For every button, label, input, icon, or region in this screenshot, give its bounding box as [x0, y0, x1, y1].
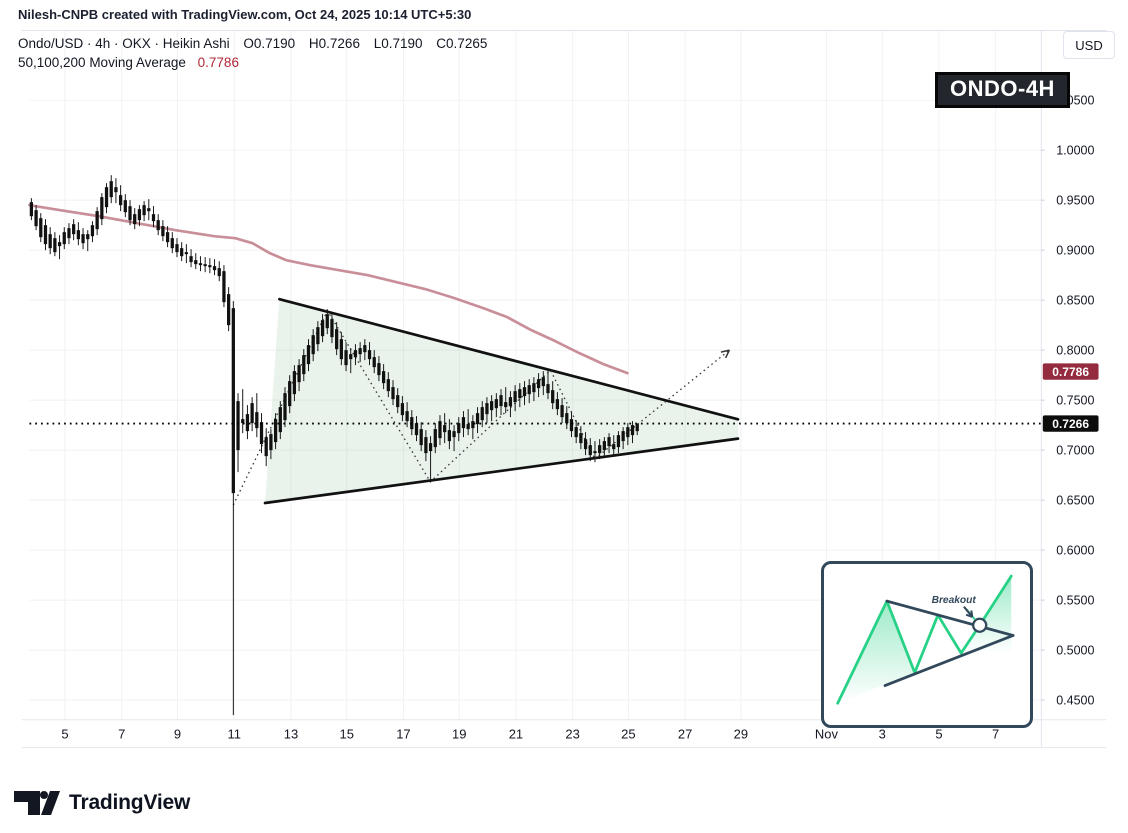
price-axis-label[interactable]: 0.7000: [1056, 443, 1094, 457]
time-axis-label[interactable]: 5: [935, 727, 942, 742]
price-axis-label[interactable]: 0.5000: [1056, 643, 1094, 657]
breakout-label: Breakout: [932, 595, 977, 606]
price-axis-label[interactable]: 0.9500: [1056, 193, 1094, 207]
price-axis-label[interactable]: 0.6000: [1056, 543, 1094, 557]
time-axis-label[interactable]: 9: [174, 727, 181, 742]
price-badge: 0.7786: [1052, 365, 1089, 379]
price-axis-label[interactable]: 0.9000: [1056, 243, 1094, 257]
time-axis-label[interactable]: 27: [678, 727, 692, 742]
ohlc-close: C0.7265: [436, 36, 488, 51]
time-axis-label[interactable]: 15: [340, 727, 354, 742]
breakout-pattern-inset: Breakout: [821, 561, 1033, 728]
tradingview-logo-icon[interactable]: [14, 790, 60, 816]
time-axis-label[interactable]: 7: [118, 727, 125, 742]
time-axis-label[interactable]: 3: [879, 727, 886, 742]
symbol-watermark-label: ONDO-4H: [935, 72, 1070, 108]
symbol-title: Ondo/USD · 4h · OKX · Heikin Ashi: [18, 36, 230, 51]
time-axis-label[interactable]: Nov: [815, 727, 839, 742]
candlestick-chart[interactable]: 1.05001.00000.95000.90000.85000.80000.75…: [0, 30, 1128, 777]
chart-legend: Ondo/USD · 4h · OKX · Heikin Ashi O0.719…: [18, 34, 487, 72]
ma-value: 0.7786: [197, 55, 239, 70]
time-axis-label[interactable]: 25: [621, 727, 635, 742]
price-badge: 0.7266: [1052, 417, 1089, 431]
time-axis-label[interactable]: 21: [509, 727, 523, 742]
price-axis-label[interactable]: 0.5500: [1056, 593, 1094, 607]
time-axis-label[interactable]: 11: [228, 727, 241, 742]
time-axis-label[interactable]: 23: [565, 727, 579, 742]
time-axis-label[interactable]: 7: [992, 727, 999, 742]
price-axis-label[interactable]: 0.8000: [1056, 343, 1094, 357]
ma-label: 50,100,200 Moving Average: [18, 55, 186, 70]
time-axis-label[interactable]: 17: [396, 727, 410, 742]
time-axis-label[interactable]: 19: [452, 727, 466, 742]
price-axis-label[interactable]: 0.7500: [1056, 393, 1094, 407]
tradingview-brand-text[interactable]: TradingView: [69, 791, 191, 814]
price-axis-label[interactable]: 0.4500: [1056, 693, 1094, 707]
ohlc-high: H0.7266: [308, 36, 360, 51]
ohlc-open: O0.7190: [243, 36, 296, 51]
footer-bar: TradingView: [14, 787, 190, 819]
ohlc-low: L0.7190: [373, 36, 423, 51]
time-axis-label[interactable]: 13: [284, 727, 298, 742]
legend-ma-row: 50,100,200 Moving Average 0.7786: [18, 53, 487, 72]
currency-toggle-button[interactable]: USD: [1063, 31, 1115, 59]
price-axis-label[interactable]: 0.8500: [1056, 293, 1094, 307]
time-axis-label[interactable]: 5: [61, 727, 68, 742]
chart-pane[interactable]: 1.0500 1.0000 0.9500 0.9000 0.8500 0.8000 0.75…: [0, 30, 1128, 777]
attribution-text: Nilesh-CNPB created with TradingView.com…: [18, 7, 472, 22]
price-axis-label[interactable]: 0.6500: [1056, 493, 1094, 507]
breakout-diagram: Breakout: [836, 574, 1015, 705]
price-axis-label[interactable]: 1.0000: [1056, 144, 1094, 158]
legend-symbol-row: Ondo/USD · 4h · OKX · Heikin Ashi O0.719…: [18, 34, 487, 53]
time-axis-label[interactable]: 29: [734, 727, 748, 742]
